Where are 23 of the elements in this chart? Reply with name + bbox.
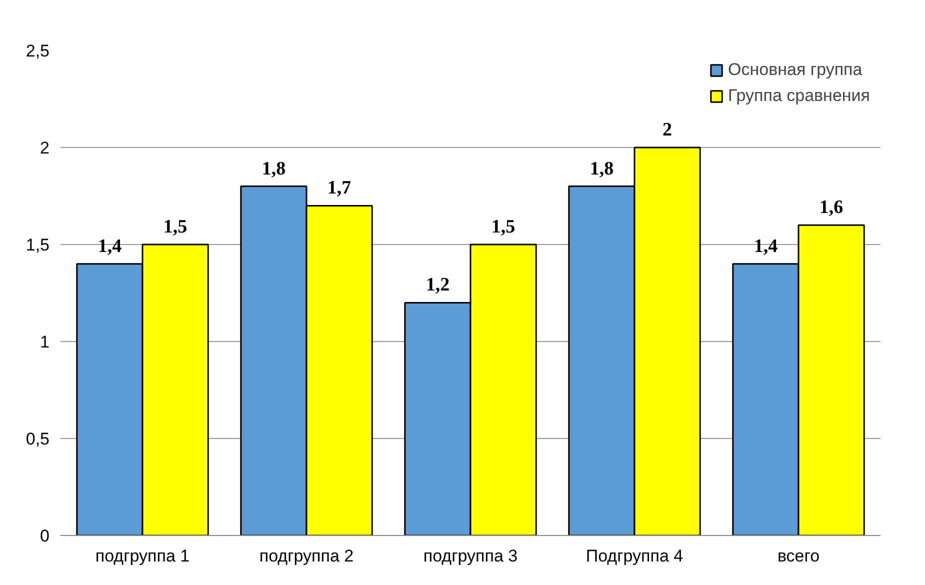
legend-label: Группа сравнения [728,86,870,106]
data-label: 1,8 [262,158,286,180]
data-label: 1,4 [754,236,778,257]
y-tick-label: 2,5 [26,42,50,60]
data-label: 1,8 [590,158,614,180]
x-tick-label: Подгруппа 4 [586,546,684,566]
legend-label: Основная группа [728,60,862,80]
data-label: 1,5 [491,216,516,238]
x-tick-label: подгруппа 1 [95,546,190,566]
y-tick-label: 0 [40,526,50,546]
y-tick-label: 1,5 [26,236,50,254]
data-label: 2 [662,120,672,140]
y-tick-label: 0,5 [26,430,50,448]
x-tick-label: всего [777,546,820,566]
x-tick-label: подгруппа 2 [259,546,354,566]
data-label: 1,6 [819,197,844,218]
data-label: 1,5 [163,216,188,238]
y-tick-label: 2 [40,138,50,158]
data-label: 1,7 [327,178,352,199]
data-label: 1,2 [426,274,450,296]
x-tick-label: подгруппа 3 [423,546,518,566]
data-label: 1,4 [98,236,122,257]
y-tick-label: 1 [40,332,50,352]
